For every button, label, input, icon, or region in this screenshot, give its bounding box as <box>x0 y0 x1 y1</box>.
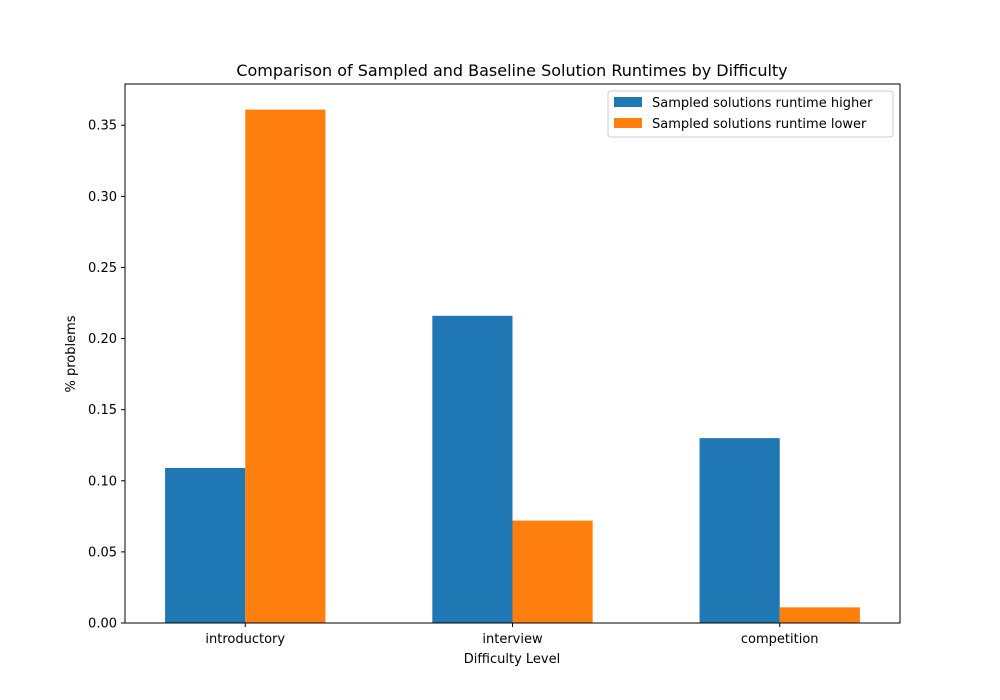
y-tick-label: 0.10 <box>88 474 117 489</box>
y-tick-label: 0.05 <box>88 545 117 560</box>
y-tick-label: 0.00 <box>88 617 117 632</box>
legend-box <box>607 90 894 138</box>
x-axis-label: Difficulty Level <box>464 652 560 667</box>
chart-title: Comparison of Sampled and Baseline Solut… <box>236 61 787 80</box>
bar-interview-series-0 <box>432 315 513 623</box>
x-tick-label: introductory <box>205 632 285 647</box>
legend-label-0: Sampled solutions runtime higher <box>652 96 873 111</box>
bar-competition-series-1 <box>779 607 860 623</box>
y-tick-label: 0.30 <box>88 190 117 205</box>
legend-label-1: Sampled solutions runtime lower <box>652 117 867 132</box>
legend: Sampled solutions runtime higher Sampled … <box>607 90 894 138</box>
x-axis: introductory interview competition <box>205 623 819 647</box>
legend-swatch-1 <box>614 118 642 128</box>
y-tick-label: 0.20 <box>88 332 117 347</box>
x-tick-label: interview <box>482 632 543 647</box>
y-tick-label: 0.25 <box>88 261 117 276</box>
bars-group <box>165 109 860 624</box>
bar-competition-series-0 <box>699 438 780 623</box>
y-tick-label: 0.15 <box>88 403 117 418</box>
x-tick-label: competition <box>741 632 819 647</box>
y-axis-label: % problems <box>64 315 79 392</box>
bar-interview-series-1 <box>512 520 593 623</box>
legend-swatch-0 <box>614 97 642 107</box>
bar-introductory-series-0 <box>165 467 246 623</box>
bar-introductory-series-1 <box>245 109 326 624</box>
y-tick-label: 0.35 <box>88 119 117 134</box>
y-axis: 0.00 0.05 0.10 0.15 0.20 0.25 0.30 0.35 <box>88 119 125 632</box>
